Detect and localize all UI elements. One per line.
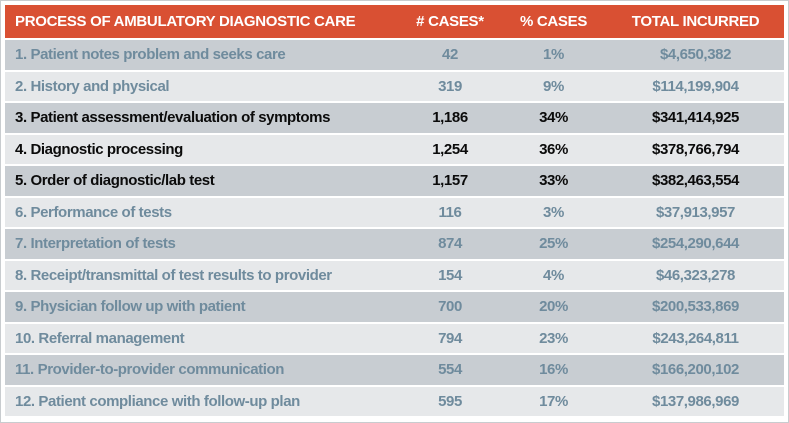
table-row: 4. Diagnostic processing 1,254 36% $378,… [5,134,784,164]
pct-cases-cell: 20% [500,292,607,322]
pct-cases-cell: 25% [500,229,607,259]
cases-cell: 42 [400,40,500,70]
table-row: 7. Interpretation of tests 874 25% $254,… [5,229,784,259]
pct-cases-cell: 36% [500,134,607,164]
header-num-cases: # CASES* [400,5,500,38]
process-cell: 8. Receipt/transmittal of test results t… [5,260,400,290]
process-cell: 7. Interpretation of tests [5,229,400,259]
table-row: 2. History and physical 319 9% $114,199,… [5,71,784,101]
total-incurred-cell: $114,199,904 [607,71,784,101]
pct-cases-cell: 3% [500,197,607,227]
header-process: PROCESS OF AMBULATORY DIAGNOSTIC CARE [5,5,400,38]
cases-cell: 874 [400,229,500,259]
total-incurred-cell: $200,533,869 [607,292,784,322]
header-pct-cases: % CASES [500,5,607,38]
table-row: 9. Physician follow up with patient 700 … [5,292,784,322]
pct-cases-cell: 23% [500,323,607,353]
pct-cases-cell: 4% [500,260,607,290]
table-row: 1. Patient notes problem and seeks care … [5,40,784,70]
table-row: 10. Referral management 794 23% $243,264… [5,323,784,353]
process-cell: 12. Patient compliance with follow-up pl… [5,386,400,416]
process-cell: 6. Performance of tests [5,197,400,227]
cases-cell: 554 [400,355,500,385]
process-cell: 1. Patient notes problem and seeks care [5,40,400,70]
process-cell: 4. Diagnostic processing [5,134,400,164]
cases-cell: 1,254 [400,134,500,164]
pct-cases-cell: 34% [500,103,607,133]
cases-cell: 319 [400,71,500,101]
table-row: 6. Performance of tests 116 3% $37,913,9… [5,197,784,227]
process-cell: 3. Patient assessment/evaluation of symp… [5,103,400,133]
process-cell: 10. Referral management [5,323,400,353]
pct-cases-cell: 33% [500,166,607,196]
total-incurred-cell: $4,650,382 [607,40,784,70]
pct-cases-cell: 17% [500,386,607,416]
process-cell: 11. Provider-to-provider communication [5,355,400,385]
total-incurred-cell: $341,414,925 [607,103,784,133]
table-row: 8. Receipt/transmittal of test results t… [5,260,784,290]
total-incurred-cell: $37,913,957 [607,197,784,227]
total-incurred-cell: $243,264,811 [607,323,784,353]
pct-cases-cell: 1% [500,40,607,70]
cases-cell: 116 [400,197,500,227]
total-incurred-cell: $254,290,644 [607,229,784,259]
table-body: 1. Patient notes problem and seeks care … [5,40,784,416]
total-incurred-cell: $382,463,554 [607,166,784,196]
cases-cell: 595 [400,386,500,416]
cases-cell: 1,186 [400,103,500,133]
process-cell: 2. History and physical [5,71,400,101]
cases-cell: 700 [400,292,500,322]
process-cell: 9. Physician follow up with patient [5,292,400,322]
total-incurred-cell: $166,200,102 [607,355,784,385]
pct-cases-cell: 9% [500,71,607,101]
table-row: 12. Patient compliance with follow-up pl… [5,386,784,416]
pct-cases-cell: 16% [500,355,607,385]
total-incurred-cell: $378,766,794 [607,134,784,164]
table-row: 3. Patient assessment/evaluation of symp… [5,103,784,133]
header-total-incurred: TOTAL INCURRED [607,5,784,38]
cases-cell: 794 [400,323,500,353]
header-row: PROCESS OF AMBULATORY DIAGNOSTIC CARE # … [5,5,784,38]
table-row: 11. Provider-to-provider communication 5… [5,355,784,385]
process-table: PROCESS OF AMBULATORY DIAGNOSTIC CARE # … [5,3,784,418]
total-incurred-cell: $46,323,278 [607,260,784,290]
total-incurred-cell: $137,986,969 [607,386,784,416]
table-row: 5. Order of diagnostic/lab test 1,157 33… [5,166,784,196]
cases-cell: 1,157 [400,166,500,196]
cases-cell: 154 [400,260,500,290]
process-cell: 5. Order of diagnostic/lab test [5,166,400,196]
